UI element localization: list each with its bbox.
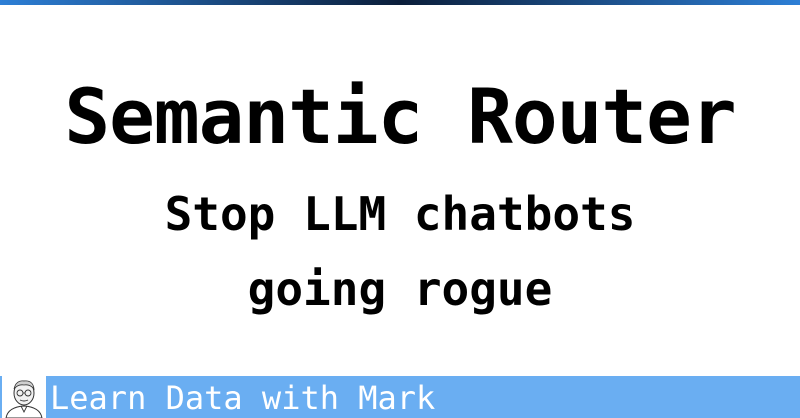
- subtitle-line-1: Stop LLM chatbots: [164, 187, 636, 241]
- brand-footer: Learn Data with Mark: [0, 376, 800, 418]
- person-sketch-icon: [2, 376, 46, 418]
- page-title: Semantic Router: [64, 72, 736, 161]
- subtitle-line-2: going rogue: [247, 262, 553, 316]
- brand-name: Learn Data with Mark: [50, 379, 436, 417]
- top-accent-bar: [0, 0, 800, 5]
